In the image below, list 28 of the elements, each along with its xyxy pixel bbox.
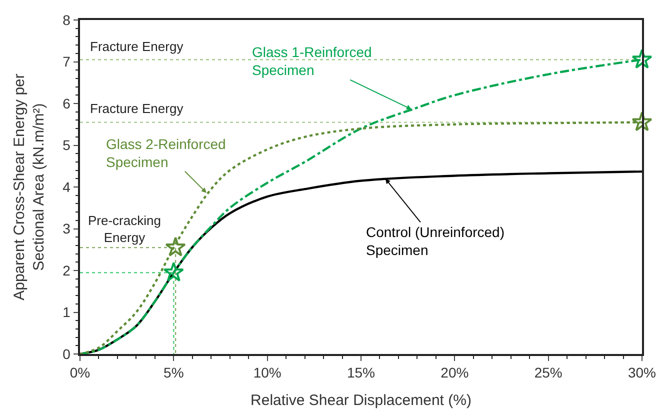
y-tick-label: 2 xyxy=(62,262,71,278)
x-tick-label: 20% xyxy=(440,364,469,381)
y-tick-label: 6 xyxy=(62,95,71,112)
y-tick-label: 1 xyxy=(62,304,71,320)
x-tick-label: 15% xyxy=(346,364,376,381)
x-tick-label: 0% xyxy=(70,364,90,381)
x-axis-title: Relative Shear Displacement (%) xyxy=(250,392,472,410)
x-tick-label: 5% xyxy=(164,364,184,381)
point xyxy=(165,236,186,256)
annotation: Glass 2-Reinforced Specimen xyxy=(106,136,226,170)
y-tick-label: 3 xyxy=(62,220,71,237)
y-tick-label: 0 xyxy=(62,346,71,362)
x-tick-label: 10% xyxy=(253,364,282,381)
annotation: Control (Unreinforced) Specimen xyxy=(366,224,504,258)
point xyxy=(632,48,652,69)
ref-line-label: Fracture Energy xyxy=(90,39,184,54)
point xyxy=(632,111,652,132)
x-tick-label: 25% xyxy=(534,364,562,381)
point xyxy=(163,262,184,282)
y-tick-label: 8 xyxy=(62,12,71,28)
ref-line-label: Fracture Energy xyxy=(90,101,184,116)
y-axis-title: Apparent Cross-Shear Energy per Sectional Area (kN.m/m²) xyxy=(10,74,48,300)
x-tick-label: 30% xyxy=(628,364,656,381)
y-tick-label: 4 xyxy=(62,178,71,195)
annotation: Pre-cracking Energy xyxy=(88,213,161,245)
y-tick-label: 5 xyxy=(62,137,71,154)
y-tick-label: 7 xyxy=(62,54,71,70)
annotation: Glass 1-Reinforced Specimen xyxy=(252,44,372,78)
